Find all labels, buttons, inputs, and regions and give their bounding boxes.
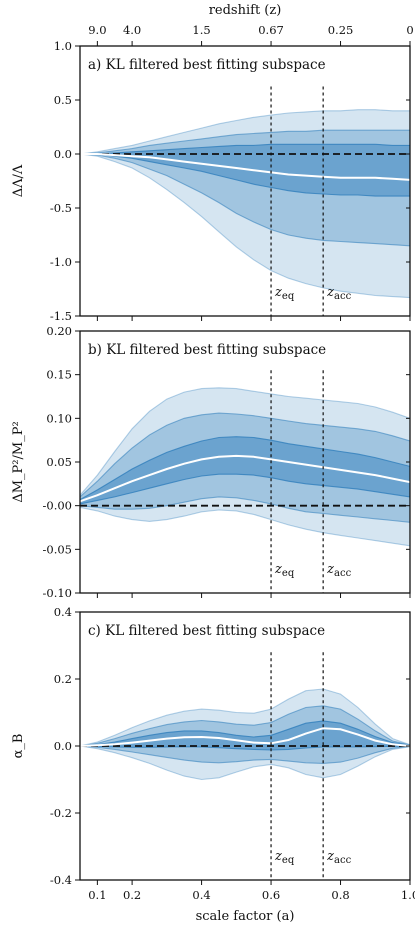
vline-label-zeq: zeq: [274, 285, 295, 302]
sigma2-lower-contour: [80, 153, 410, 247]
top-redshift-axis: 9.0 4.0 1.5 0.67 0.25 0 redshift (z): [88, 3, 414, 46]
sigma3-band: [80, 109, 410, 298]
sigma1-lower-contour: [80, 153, 410, 197]
x-tick-label: 0.1: [88, 888, 106, 902]
plot-area: [80, 387, 410, 547]
sigma1-upper-contour: [80, 143, 410, 155]
panel-title: c) KL filtered best fitting subspace: [88, 623, 325, 639]
top-tick-label: 1.5: [192, 23, 210, 37]
sigma3-lower-contour: [80, 153, 410, 299]
plot-frame: [79, 45, 411, 317]
panel-title: b) KL filtered best fitting subspace: [88, 342, 326, 358]
top-tick-label: 9.0: [88, 23, 106, 37]
panel-title: a) KL filtered best fitting subspace: [88, 57, 326, 73]
sigma2-band: [80, 705, 410, 764]
x-tick-label: 1.0: [401, 888, 415, 902]
y-tick-label: 0.0: [54, 147, 72, 161]
y-tick-label: -0.10: [43, 586, 73, 600]
top-tick-label: 0.25: [328, 23, 354, 37]
y-tick-label: 1.0: [54, 39, 72, 53]
y-tick-label: -1.0: [50, 255, 72, 269]
y-tick-label: 0.0: [54, 739, 72, 753]
sigma1-band: [80, 436, 410, 504]
sigma1-upper-contour: [80, 436, 410, 501]
median-line: [80, 153, 410, 181]
sigma3-upper-contour: [80, 109, 410, 155]
plot-area: [80, 109, 410, 299]
y-tick-label: 0.4: [54, 605, 72, 619]
median-line: [80, 454, 410, 503]
panel-a: zeq zacc a) KL filtered best fitting subsp…: [11, 39, 411, 323]
x-tick-label: 0.8: [331, 888, 349, 902]
sigma3-lower-contour: [80, 506, 410, 547]
x-axis-label: scale factor (a): [196, 909, 295, 924]
y-tick-label: -0.4: [50, 873, 72, 887]
vline-label-zeq: zeq: [274, 849, 295, 866]
y-tick-label: 0.05: [46, 455, 72, 469]
y-tick-label: -0.5: [50, 201, 72, 215]
sigma1-lower-contour: [80, 745, 410, 751]
panel-c: zeq zacc c) KL filtered best fitting subsp…: [11, 605, 415, 924]
sigma2-lower-contour: [80, 496, 410, 523]
sigma1-band: [80, 144, 410, 197]
y-tick-label: 0.2: [54, 672, 72, 686]
y-axis-label: ΔΛ/Λ: [11, 164, 26, 197]
x-tick-label: 0.2: [123, 888, 141, 902]
y-axis-label: ΔM_P²/M_P²: [11, 421, 26, 502]
x-tick-label: 0.4: [192, 888, 210, 902]
y-tick-label: 0.15: [46, 368, 72, 382]
sigma3-upper-contour: [80, 387, 410, 496]
top-tick-label: 0: [406, 23, 413, 37]
median-line: [80, 727, 410, 747]
sigma2-upper-contour: [80, 705, 410, 747]
sigma2-upper-contour: [80, 129, 410, 155]
sigma2-lower-contour: [80, 745, 410, 764]
vline-label-zeq: zeq: [274, 562, 295, 579]
vline-label-zacc: zacc: [326, 562, 351, 579]
y-tick-label: -0.05: [43, 542, 73, 556]
top-tick-label: 0.67: [258, 23, 284, 37]
y-tick-label: 0.20: [46, 324, 72, 338]
sigma2-upper-contour: [80, 412, 410, 498]
panels-group: zeq zacc a) KL filtered best fitting subsp…: [11, 39, 415, 924]
x-tick-label: 0.6: [262, 888, 280, 902]
plot-area: [80, 688, 410, 781]
panel-b: zeq zacc b) KL filtered best fitting subsp…: [11, 324, 411, 600]
y-axis-label: α_B: [11, 734, 26, 759]
sigma3-lower-contour: [80, 745, 410, 781]
y-tick-label: -0.00: [43, 499, 73, 513]
vline-label-zacc: zacc: [326, 285, 351, 302]
sigma1-lower-contour: [80, 473, 410, 505]
top-tick-label: 4.0: [123, 23, 141, 37]
top-axis-label: redshift (z): [209, 3, 282, 18]
sigma1-upper-contour: [80, 720, 410, 747]
y-tick-label: 0.5: [54, 93, 72, 107]
vline-label-zacc: zacc: [326, 849, 351, 866]
y-tick-label: -1.5: [50, 309, 72, 323]
y-tick-label: -0.2: [50, 806, 72, 820]
sigma2-band: [80, 413, 410, 523]
sigma3-upper-contour: [80, 688, 410, 747]
y-tick-label: 0.10: [46, 411, 72, 425]
